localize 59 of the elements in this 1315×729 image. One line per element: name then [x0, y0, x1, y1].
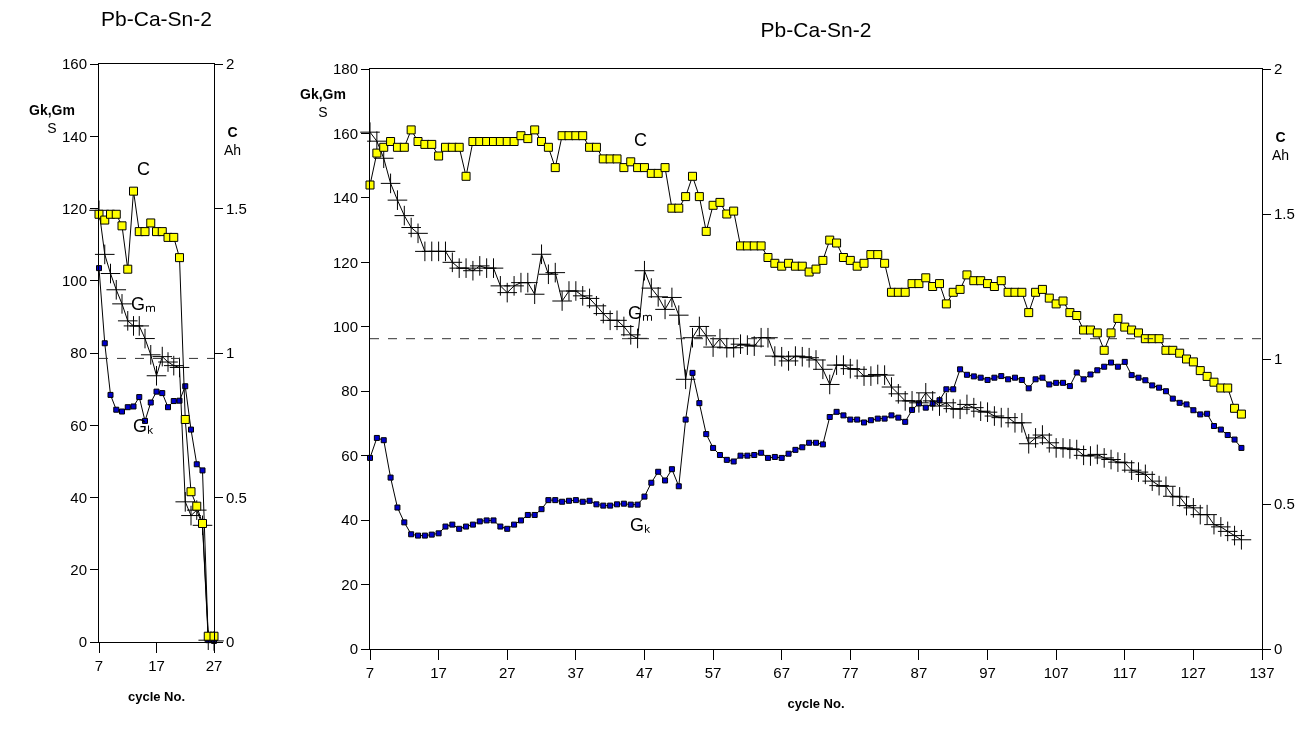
x-axis-title: cycle No.: [787, 695, 845, 711]
y-tick-label: 0: [78, 633, 87, 651]
x-tick-label: 47: [636, 664, 653, 681]
x-tick-label: 77: [841, 664, 859, 681]
x-axis-title: cycle No.: [127, 688, 186, 704]
y-tick-label: 100: [332, 318, 358, 336]
y-tick-label: 140: [61, 127, 87, 145]
y-tick-label: 140: [332, 189, 358, 207]
y2-tick-label: 1: [226, 344, 235, 362]
y2-tick-label: 1.5: [1274, 205, 1295, 223]
series-label: C: [137, 159, 150, 179]
y-tick-label: 20: [70, 561, 87, 578]
x-tick-label: 27: [498, 664, 516, 681]
y2-axis-title: C Ah: [224, 124, 242, 159]
y2-tick-label: 2: [226, 55, 235, 73]
y-tick-label: 60: [341, 446, 358, 464]
y-tick-label: 40: [70, 488, 87, 506]
x-tick-label: 37: [567, 664, 585, 681]
x-tick-label: 17: [148, 657, 165, 674]
y-tick-label: 0: [349, 640, 358, 658]
y-tick-label: 120: [61, 199, 87, 217]
y-tick-label: 100: [61, 272, 87, 289]
y-tick-label: 80: [70, 344, 87, 362]
x-tick-label: 17: [430, 664, 447, 681]
x-tick-label: 7: [365, 664, 375, 681]
chart-title: Pb-Ca-Sn-2: [760, 17, 872, 41]
series-label: Gₖ: [630, 515, 651, 535]
x-tick-label: 87: [910, 664, 928, 681]
series-label: Gₘ: [628, 303, 654, 323]
y-tick-label: 120: [332, 253, 358, 271]
series-label: C: [634, 130, 647, 150]
y-tick-label: 20: [341, 575, 358, 593]
y2-tick-label: 2: [1274, 60, 1283, 78]
y-tick-label: 180: [332, 60, 358, 78]
y2-axis-title: C Ah: [1272, 129, 1290, 164]
y2-tick-label: 0: [1274, 640, 1283, 658]
x-tick-label: 117: [1112, 664, 1137, 681]
x-tick-label: 7: [94, 657, 104, 674]
series-label: Gₖ: [133, 416, 154, 436]
y2-tick-label: 1: [1274, 350, 1283, 368]
y-axis-title: Gk,Gm S: [300, 86, 346, 121]
y-tick-label: 80: [341, 382, 358, 400]
y2-tick-label: 0.5: [1274, 495, 1295, 513]
x-tick-label: 127: [1180, 664, 1206, 681]
series-label: Gₘ: [131, 294, 157, 314]
x-tick-label: 57: [704, 664, 722, 681]
x-tick-label: 107: [1043, 664, 1069, 681]
x-tick-label: 67: [773, 664, 791, 681]
y-tick-label: 60: [70, 416, 87, 434]
y-tick-label: 160: [61, 55, 87, 73]
y-tick-label: 40: [341, 511, 358, 529]
y-tick-label: 160: [332, 124, 358, 142]
y2-tick-label: 0: [226, 633, 235, 651]
y2-tick-label: 0.5: [226, 488, 247, 506]
y2-tick-label: 1.5: [226, 199, 247, 217]
x-tick-label: 137: [1249, 664, 1275, 681]
chart-title: Pb-Ca-Sn-2: [101, 6, 212, 30]
x-tick-label: 97: [979, 664, 996, 681]
x-tick-label: 27: [205, 657, 223, 674]
